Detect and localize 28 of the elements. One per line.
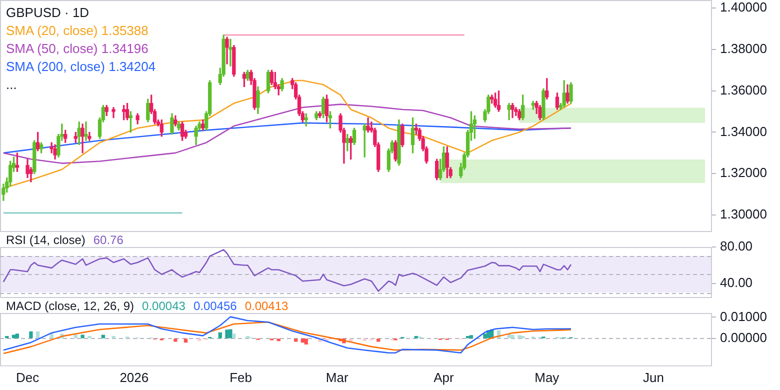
x-tick-label: Mar [326, 370, 349, 385]
y-tick-label: 1.38000 [720, 41, 767, 56]
y-tick-label: 0.01000 [720, 308, 767, 324]
series-label: 0.00413 [244, 299, 288, 313]
annotation: ... [6, 76, 18, 94]
y-tick-label: 40.00 [720, 275, 753, 290]
y-tick-label: 1.40000 [720, 0, 767, 15]
x-tick-label: Feb [230, 370, 252, 385]
y-tick-label: 1.34000 [720, 124, 767, 139]
text: SMA (200, close) 1.34204 [6, 59, 156, 74]
chart-title: GBPUSD · 1D [6, 4, 90, 22]
y-tick-label: 1.36000 [720, 82, 767, 98]
series-label: 0.00456 [193, 299, 237, 313]
y-tick-label: 80.00 [720, 238, 753, 254]
chart-title: MACD (close, 12, 26, 9) [6, 299, 134, 313]
chart-title: RSI (14, close) [6, 233, 86, 247]
y-tick-label: 1.32000 [720, 165, 767, 180]
text: SMA (50, close) 1.34196 [6, 41, 148, 56]
x-tick-label: May [534, 370, 560, 385]
text: SMA (20, close) 1.35388 [6, 23, 148, 38]
x-tick-label: Jun [643, 370, 664, 385]
x-tick-label: Apr [434, 370, 454, 385]
x-tick-label: 2026 [120, 370, 149, 385]
text: 0.00043 [142, 299, 186, 313]
x-tick-label: Dec [16, 370, 40, 385]
y-tick-label: 0.00000 [720, 330, 767, 346]
series-label: 60.76 [93, 233, 124, 247]
y-tick-label: 1.30000 [720, 206, 767, 222]
